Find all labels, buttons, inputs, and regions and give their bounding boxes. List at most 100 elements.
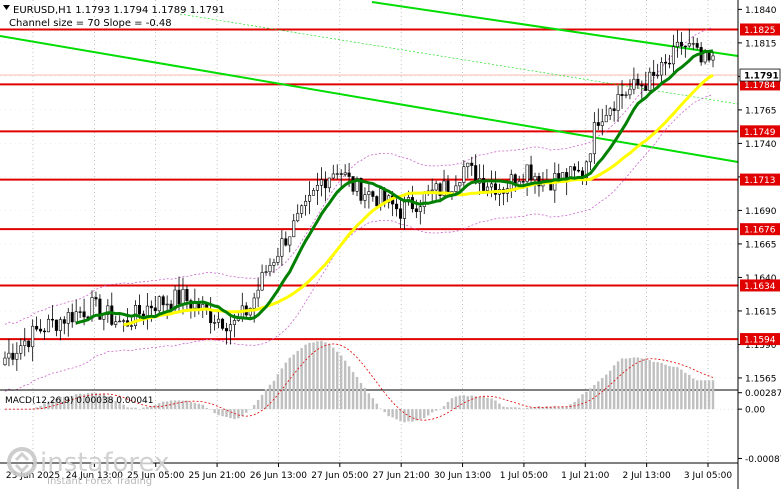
macd-bar (292, 354, 295, 410)
macd-bar (640, 358, 644, 410)
candle-body (612, 108, 616, 111)
candle-body (399, 208, 403, 219)
macd-bar (308, 342, 311, 410)
candle-body (137, 305, 141, 315)
time-tick-label: 1 Jul 05:00 (500, 471, 549, 481)
candle-body (402, 201, 407, 219)
macd-bar (585, 391, 588, 410)
candle-body (525, 164, 529, 182)
macd-bar (387, 409, 390, 417)
candle-body (106, 305, 110, 315)
candle-body (43, 330, 47, 333)
macd-bar (541, 407, 545, 410)
candle-body (284, 238, 288, 246)
macd-bar (193, 402, 197, 410)
macd-bar (517, 407, 521, 410)
candle-body (213, 322, 217, 324)
macd-bar (102, 394, 106, 410)
level-price-labels: 1.1825 1.1784 1.1749 1.1713 1.1676 1.1634 1.15… (739, 23, 781, 346)
candle-body (11, 352, 15, 360)
macd-bar (664, 364, 667, 410)
candle-body (458, 182, 462, 187)
macd-bar (134, 407, 137, 410)
candle-body (308, 195, 312, 202)
macd-bar (438, 409, 442, 410)
macd-bar (375, 403, 379, 410)
macd-bar (122, 404, 125, 410)
macd-bar (126, 407, 129, 410)
macd-bar (161, 401, 165, 410)
macd-bar (158, 403, 161, 410)
level-label-bg (740, 23, 780, 36)
candle-body (130, 325, 134, 327)
candle-body (430, 189, 434, 192)
macd-bar (688, 374, 691, 410)
candle-body (675, 41, 679, 48)
price-tick-label: 1.1665 (745, 240, 777, 250)
macd-bar (434, 409, 438, 411)
level-label: 1.1676 (744, 226, 776, 236)
candle-body (78, 311, 82, 313)
candle-body (628, 88, 632, 96)
macd-bar (55, 398, 58, 410)
macd-bar (3, 409, 7, 410)
candle-body (695, 43, 699, 48)
macd-tick-label: 0.00287 (745, 389, 781, 399)
time-tick-label: 26 Jun 13:00 (250, 471, 307, 481)
macd-bar (553, 406, 557, 410)
macd-bar (419, 409, 422, 420)
macd-bar (284, 362, 288, 410)
macd-bar (312, 342, 315, 410)
macd-label: MACD(12,26,9) 0.00038 0.00041 (5, 396, 154, 406)
macd-bar (581, 394, 584, 410)
macd-bar (593, 385, 596, 410)
macd-bar (490, 398, 493, 410)
macd-bar (324, 342, 327, 410)
macd-bar (51, 399, 54, 410)
time-tick-label: 3 Jul 05:00 (684, 471, 733, 481)
instaforex-logo-icon (7, 447, 37, 477)
macd-bar (70, 395, 74, 410)
macd-bar (300, 347, 303, 410)
macd-bar (189, 402, 193, 410)
candle-body (177, 289, 181, 305)
macd-bar (7, 409, 11, 410)
macd-bar (379, 408, 382, 410)
candle-body (434, 183, 438, 191)
candle-body (529, 164, 533, 181)
macd-bar (446, 401, 450, 410)
candle-body (442, 180, 446, 196)
candle-body (573, 166, 577, 171)
candle-body (584, 161, 588, 179)
price-tick-label: 1.1815 (745, 39, 777, 49)
candle-body (276, 255, 280, 263)
macd-bar (470, 395, 473, 410)
candle-body (224, 328, 229, 332)
candle-body (466, 162, 470, 168)
collapse-triangle-icon[interactable] (3, 5, 10, 10)
candle-body (691, 43, 695, 45)
candle-body (157, 296, 161, 312)
macd-bar (27, 409, 30, 410)
candle-body (454, 185, 458, 192)
moving-averages (75, 49, 714, 327)
candle-body (470, 162, 474, 166)
candle-body (256, 289, 260, 299)
macd-bar (138, 408, 141, 410)
current-price-label-bg (739, 68, 781, 82)
macd-bar (676, 367, 679, 410)
macd-bar (31, 409, 34, 410)
candle-body (683, 45, 687, 48)
candle-body (50, 318, 54, 321)
candle-body (165, 303, 169, 306)
macd-bar (636, 357, 640, 410)
candle-body (347, 172, 351, 177)
macd-bar (11, 409, 15, 410)
macd-bar (280, 368, 284, 410)
macd-signal-polyline (5, 343, 714, 421)
candle-body (703, 52, 707, 63)
level-label-bg (740, 279, 780, 292)
candle-body (280, 238, 284, 257)
symbol-info: EURUSD,H1 1.1793 1.1794 1.1789 1.1791 (13, 5, 225, 16)
macd-bar (39, 405, 42, 410)
